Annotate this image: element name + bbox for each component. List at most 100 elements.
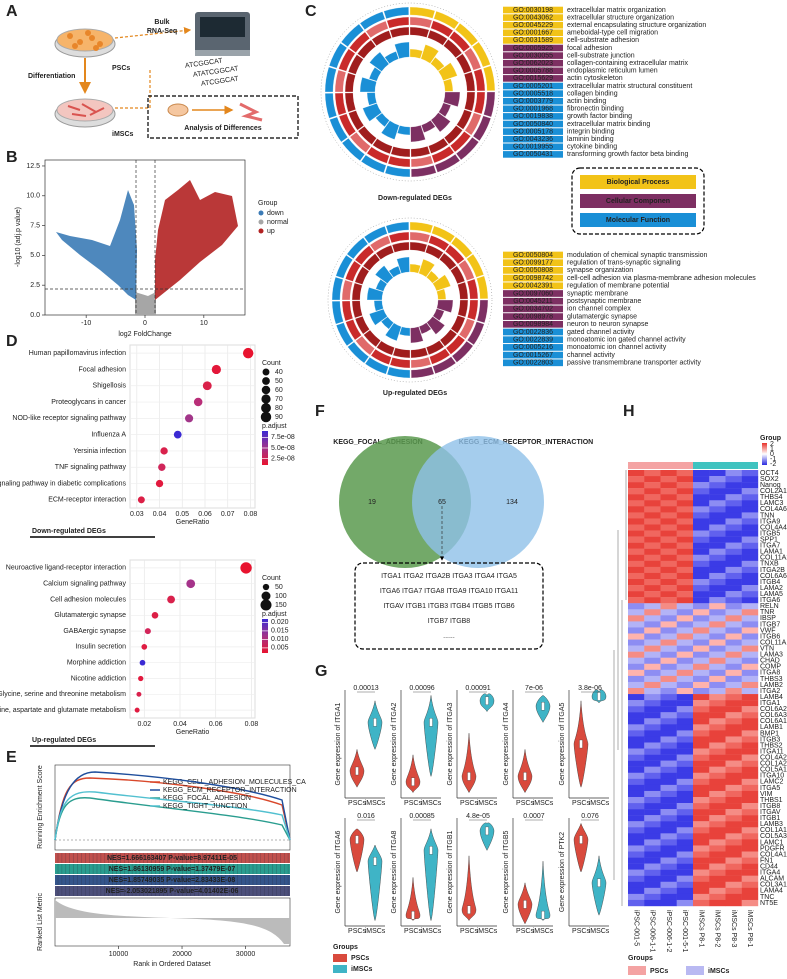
heatmap-cell (709, 887, 726, 895)
circos-segment (375, 279, 388, 292)
go-id-box (503, 297, 563, 305)
heatmap-cell (628, 566, 645, 574)
circos-segment (324, 66, 337, 93)
heatmap-cell (741, 815, 759, 822)
heatmap-cell (644, 803, 661, 810)
heatmap-cell (660, 863, 677, 870)
circos-segment (375, 112, 390, 127)
go-id-box (503, 90, 563, 97)
heatmap-cell (709, 688, 726, 695)
heatmap-cell (676, 633, 694, 640)
circos-segment (376, 340, 395, 356)
y-axis-title: Gene expression of ITGB5 (503, 830, 510, 913)
heatmap-cell (741, 542, 759, 549)
heatmap-cell (741, 827, 759, 834)
p-value: 0.0007 (523, 813, 545, 820)
heatmap-cell (660, 881, 677, 889)
heatmap-cell (741, 863, 759, 870)
row-label: THBS2 (760, 742, 783, 749)
row-label: COL6A1 (760, 718, 787, 725)
go-id-box (503, 267, 563, 274)
y-tick-label: Influenza A (91, 431, 126, 438)
circos-segment (341, 138, 365, 161)
p-value: 0.00091 (465, 685, 490, 692)
heatmap-cell (693, 688, 710, 695)
circos-segment (338, 48, 356, 72)
heatmap-cell (709, 718, 726, 725)
legend-box (571, 167, 705, 235)
heatmap-cell (725, 633, 742, 640)
heatmap-cell (644, 784, 661, 792)
legend-label: 80 (275, 405, 283, 412)
go-id-box (503, 259, 563, 267)
heatmap-cell (628, 482, 645, 489)
heatmap-cell (676, 778, 694, 786)
go-id-box (503, 290, 563, 297)
heatmap-cell (644, 766, 661, 773)
circos-segment (436, 288, 447, 300)
box (429, 846, 433, 855)
heatmap-cell (660, 681, 677, 689)
row-label: TNN (760, 512, 774, 519)
circos-segment (445, 335, 466, 355)
heatmap-cell (676, 815, 694, 822)
circos-segment (409, 263, 421, 274)
heatmap-cell (676, 833, 694, 840)
legend-label: 60 (275, 387, 283, 394)
circos-segment (362, 103, 382, 122)
legend-dot (260, 411, 272, 423)
heatmap-cell (693, 566, 710, 574)
heatmap-cell (628, 530, 645, 537)
column-label: iMSCs P8-1 (697, 910, 704, 947)
x-tick-label: PSCs (460, 800, 478, 807)
heatmap-cell (693, 760, 710, 767)
x-tick-label: PSCs (348, 800, 366, 807)
circos-segment (360, 154, 387, 174)
heatmap-cell (628, 651, 645, 658)
heatmap-cell (644, 609, 661, 616)
circos-segment (344, 72, 356, 93)
heatmap-cell (693, 542, 710, 549)
dot (167, 595, 175, 604)
go-id-box (503, 29, 563, 37)
heatmap-cell (660, 803, 677, 810)
circos-segment (389, 357, 411, 369)
heatmap-cell (628, 797, 645, 804)
heatmap-cell (644, 681, 661, 689)
heatmap-cell (693, 815, 710, 822)
heatmap-cell (660, 530, 677, 537)
heatmap-cell (644, 536, 661, 543)
heatmap-cell (676, 724, 694, 731)
heatmap-cell (725, 482, 742, 489)
heatmap-cell (709, 512, 726, 519)
violin (423, 828, 439, 922)
violin (573, 822, 589, 873)
heatmap-cell (725, 500, 742, 507)
go-term: synaptic membrane (567, 290, 628, 297)
heatmap-cell (709, 809, 726, 816)
circos-segment (357, 126, 377, 145)
row-label: ITGA6 (760, 597, 780, 604)
heatmap-cell (709, 681, 726, 689)
row-label: COL6A3 (760, 712, 787, 719)
go-id-box (503, 97, 563, 105)
row-label: ITGB1 (760, 815, 780, 822)
colorbar-label: 1 (770, 446, 774, 453)
heatmap-cell (693, 663, 710, 671)
heatmap-cell (725, 530, 742, 537)
heatmap-cell (709, 815, 726, 822)
circos-segment (387, 155, 411, 168)
y-tick-label: 0.0 (30, 312, 40, 319)
dot (158, 463, 166, 471)
x-tick-label: PSCs (572, 928, 590, 935)
circos-segment (409, 16, 433, 29)
heatmap-cell (628, 476, 645, 483)
heatmap-cell (741, 554, 759, 562)
heatmap-cell (709, 657, 726, 664)
heatmap-cell (628, 554, 645, 562)
row-label: Nanog (760, 482, 781, 489)
circos-segment (472, 41, 491, 68)
y-tick-label: Glutamatergic synapse (54, 612, 126, 619)
row-label: LAMC3 (760, 500, 783, 507)
heatmap-cell (644, 603, 661, 610)
